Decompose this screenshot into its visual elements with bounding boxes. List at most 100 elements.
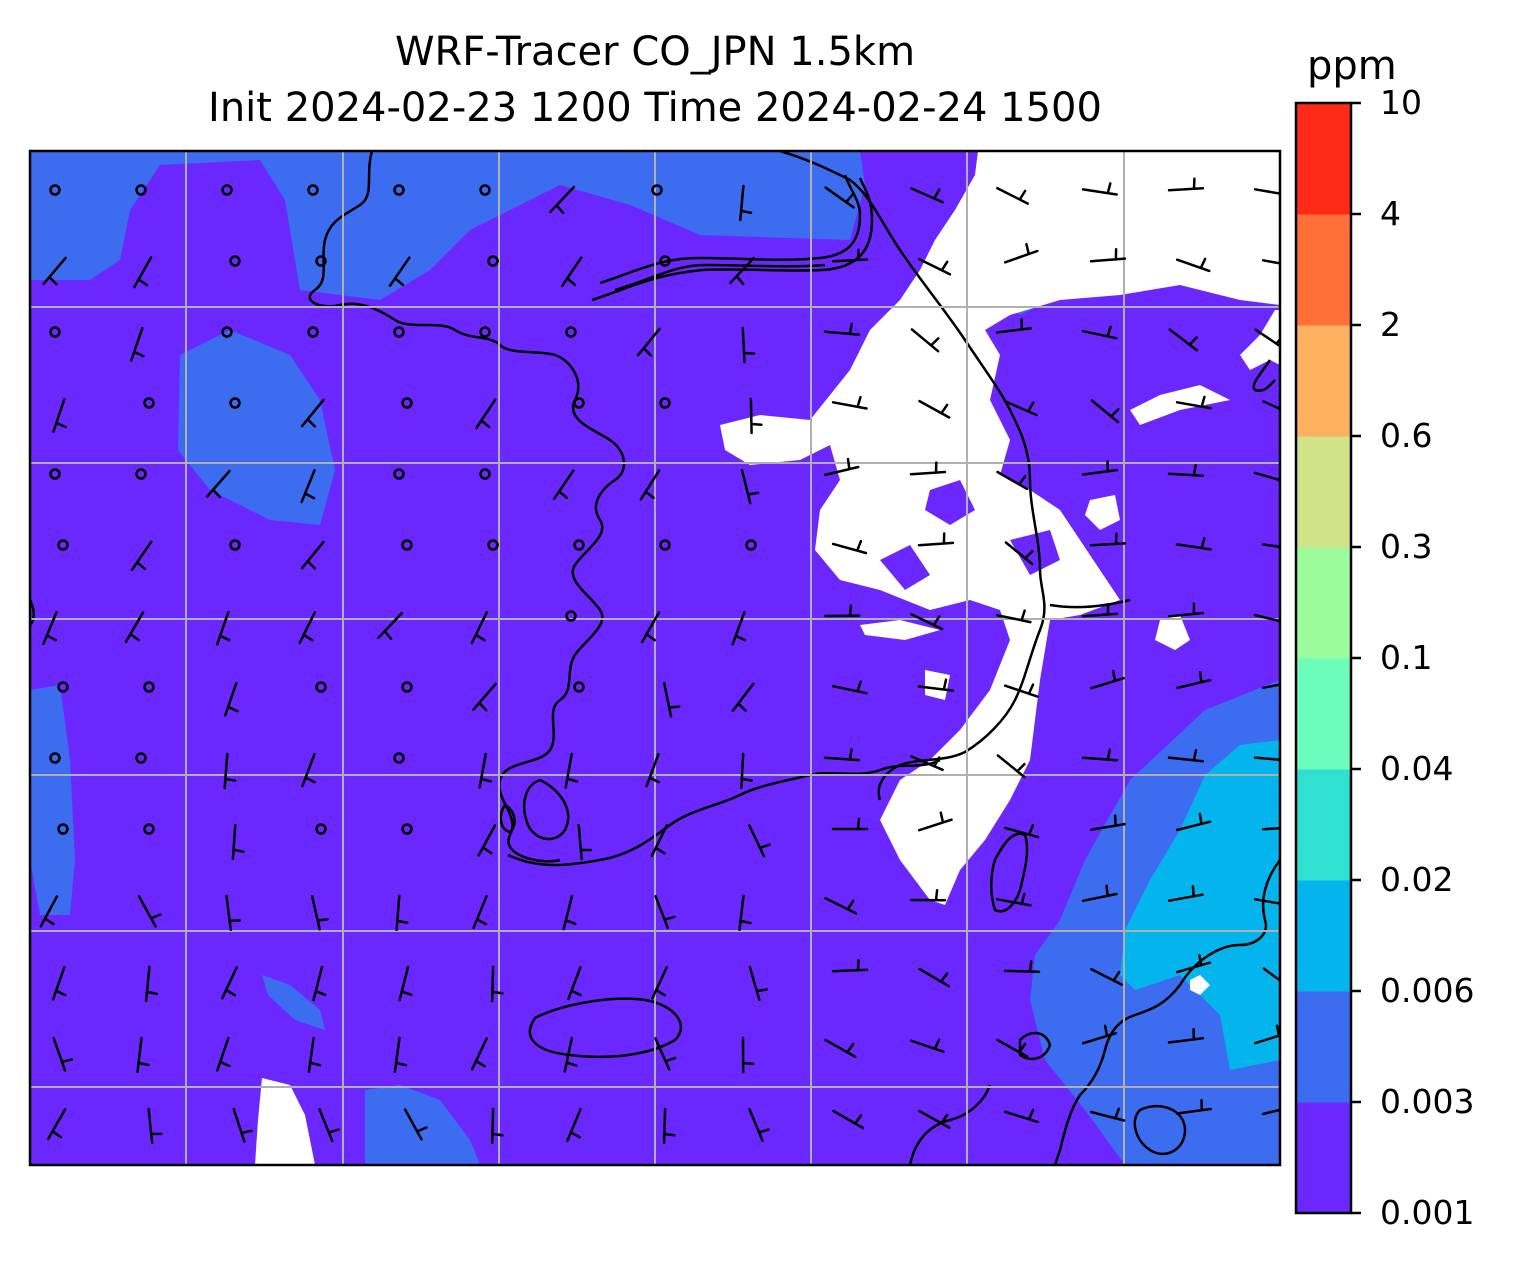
calm-wind-marker bbox=[57, 681, 69, 693]
wind-barb bbox=[740, 752, 753, 790]
colorbar-band bbox=[1296, 658, 1351, 770]
calm-wind-marker bbox=[573, 539, 585, 551]
wind-barb bbox=[662, 1107, 676, 1145]
wind-barb bbox=[1262, 967, 1280, 983]
wind-barb bbox=[1003, 683, 1039, 698]
wind-barb bbox=[1089, 1107, 1126, 1122]
wind-barb bbox=[1167, 1028, 1205, 1044]
calm-wind-marker bbox=[49, 468, 61, 480]
wind-barb bbox=[1081, 1024, 1117, 1045]
colorbar-band bbox=[1296, 769, 1351, 881]
colorbar bbox=[1296, 101, 1361, 1215]
calm-wind-marker bbox=[221, 326, 233, 338]
wind-barb bbox=[39, 895, 59, 928]
wind-barb bbox=[52, 1036, 73, 1072]
wind-barb bbox=[918, 257, 952, 276]
wind-barb bbox=[824, 186, 855, 209]
wind-barb bbox=[552, 469, 575, 501]
wind-barb bbox=[301, 753, 316, 788]
calm-wind-marker bbox=[573, 397, 585, 409]
wind-barb bbox=[124, 611, 145, 644]
calm-wind-marker bbox=[315, 823, 327, 835]
wind-barb bbox=[472, 682, 497, 712]
calm-wind-marker bbox=[745, 539, 757, 551]
wind-barb bbox=[147, 1107, 163, 1145]
wind-barb bbox=[472, 895, 488, 930]
wind-barb bbox=[1004, 541, 1034, 566]
wind-barb bbox=[137, 895, 162, 928]
map-frame bbox=[28, 149, 1282, 1167]
colorbar-band bbox=[1296, 991, 1351, 1103]
wind-barb bbox=[831, 817, 869, 831]
wind-barb bbox=[1175, 537, 1212, 551]
wind-barb bbox=[1089, 669, 1125, 690]
wind-barb bbox=[388, 256, 411, 287]
wind-barb bbox=[823, 457, 860, 477]
calm-wind-marker bbox=[57, 823, 69, 835]
colorbar-tick-label: 0.3 bbox=[1380, 527, 1433, 566]
colorbar-band bbox=[1296, 436, 1351, 548]
wind-barb bbox=[130, 540, 153, 572]
colorbar-tick-label: 10 bbox=[1380, 83, 1422, 122]
wind-barb bbox=[318, 1108, 340, 1143]
calm-wind-marker bbox=[401, 539, 413, 551]
map-title-line1: WRF-Tracer CO_JPN 1.5km bbox=[394, 29, 916, 75]
missing-data-regions bbox=[255, 151, 1280, 1165]
calm-wind-marker bbox=[393, 468, 405, 480]
wind-barb bbox=[133, 256, 153, 289]
wind-barb bbox=[1081, 182, 1118, 196]
wind-barb bbox=[639, 469, 661, 501]
wind-barbs bbox=[39, 177, 1280, 1145]
colorbar-band bbox=[1296, 214, 1351, 326]
wind-barb bbox=[739, 184, 753, 222]
calm-wind-marker bbox=[393, 184, 405, 196]
wind-barb bbox=[395, 894, 409, 932]
calm-wind-marker bbox=[229, 539, 241, 551]
wind-barb bbox=[549, 185, 576, 215]
calm-wind-marker bbox=[221, 184, 233, 196]
wind-barb bbox=[1003, 242, 1039, 264]
wind-barb bbox=[729, 256, 755, 286]
wind-barb bbox=[232, 1107, 253, 1143]
wind-barb bbox=[300, 469, 316, 504]
wind-barb bbox=[470, 611, 488, 645]
wind-barb bbox=[651, 966, 668, 1000]
wind-barb bbox=[298, 611, 317, 645]
wind-barb bbox=[136, 1036, 150, 1074]
concentration-background-patches bbox=[880, 350, 1130, 590]
wind-barb bbox=[567, 966, 582, 1001]
wind-barb bbox=[1081, 748, 1119, 762]
wind-barb bbox=[1175, 257, 1211, 273]
calm-wind-marker bbox=[229, 397, 241, 409]
wind-barb bbox=[1167, 602, 1205, 618]
wind-barb bbox=[909, 1038, 945, 1053]
wind-barb bbox=[300, 540, 325, 570]
wind-barb bbox=[824, 896, 858, 915]
wind-barb bbox=[1253, 1024, 1280, 1045]
colorbar-tick-label: 0.6 bbox=[1380, 416, 1433, 455]
wind-barb bbox=[917, 678, 955, 692]
wind-barb bbox=[645, 752, 660, 788]
colorbar-band bbox=[1296, 325, 1351, 437]
wind-barb bbox=[910, 613, 944, 631]
wind-barb bbox=[300, 398, 325, 428]
wind-barb bbox=[650, 824, 669, 858]
colorbar-tick-label: 0.04 bbox=[1380, 749, 1454, 788]
calm-wind-marker bbox=[479, 468, 491, 480]
wind-barb bbox=[996, 186, 1030, 205]
wind-barb bbox=[1081, 603, 1119, 618]
colorbar-band bbox=[1296, 1102, 1351, 1214]
map-title-line2: Init 2024-02-23 1200 Time 2024-02-24 150… bbox=[208, 85, 1102, 131]
concentration-mid-region bbox=[1120, 740, 1280, 1070]
wind-barb bbox=[1175, 1098, 1212, 1115]
colorbar-tick-label: 0.001 bbox=[1380, 1193, 1475, 1232]
calm-wind-marker bbox=[315, 255, 327, 267]
wind-barb bbox=[748, 965, 768, 1002]
wind-barb bbox=[130, 326, 145, 362]
wind-barb bbox=[918, 399, 951, 419]
calm-wind-marker bbox=[393, 326, 405, 338]
wind-barb bbox=[910, 755, 944, 772]
calm-wind-marker bbox=[659, 255, 671, 267]
wind-barb bbox=[1167, 177, 1205, 192]
calm-wind-marker bbox=[49, 326, 61, 338]
